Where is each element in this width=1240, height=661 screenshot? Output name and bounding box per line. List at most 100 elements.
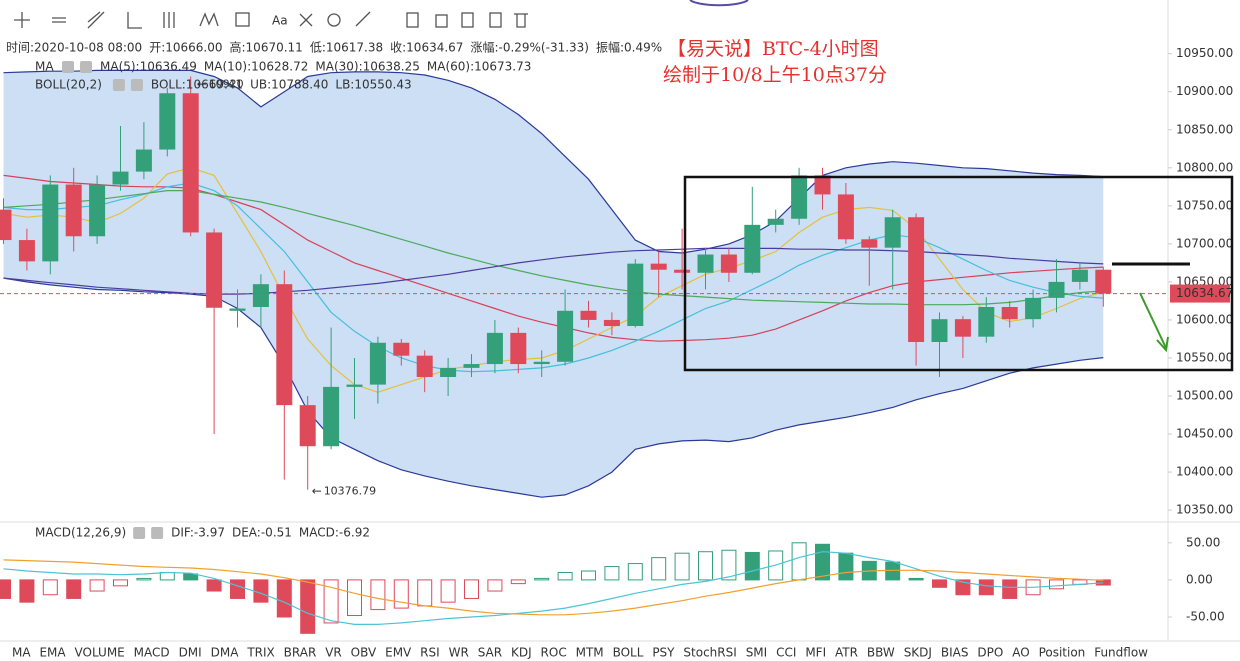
macd-bar xyxy=(627,563,643,581)
last-price-label: 10634.67 xyxy=(1176,286,1233,300)
indicator-tab[interactable]: PSY xyxy=(652,646,675,660)
y-tick-label: 10900.00 xyxy=(1176,84,1233,98)
indicator-tab[interactable]: EMV xyxy=(385,646,412,660)
candle-body xyxy=(416,355,433,377)
boll-title: BOLL(20,2) xyxy=(35,78,102,92)
macd-bar xyxy=(955,579,971,596)
indicator-tab[interactable]: BBW xyxy=(867,646,895,660)
info-value: 10670.11 xyxy=(246,41,303,55)
macd-bar xyxy=(393,579,409,609)
indicator-tab[interactable]: CCI xyxy=(776,646,796,660)
candle-body xyxy=(112,171,129,185)
min-arrow: ← xyxy=(312,484,322,498)
trend-arrow xyxy=(1139,292,1169,353)
macd-bar xyxy=(1002,579,1018,599)
info-value: 0.49% xyxy=(624,41,662,55)
indicator-tab[interactable]: DMA xyxy=(211,646,240,660)
macd-bar xyxy=(744,551,760,581)
candle-body xyxy=(486,332,503,365)
macd-bar xyxy=(300,579,316,634)
legend-item: MA(60):10673.73 xyxy=(427,60,532,74)
top-badge xyxy=(689,0,749,7)
indicator-tab[interactable]: ATR xyxy=(835,646,858,660)
candle-body xyxy=(1025,297,1042,320)
gann-tool[interactable] xyxy=(163,12,175,28)
text-tool[interactable]: Aa xyxy=(272,14,288,28)
max-label: 10920 xyxy=(209,78,244,91)
macd-bar xyxy=(1095,579,1111,586)
close-icon[interactable] xyxy=(130,79,143,91)
indicator-tab[interactable]: DMI xyxy=(179,646,202,660)
indicator-tab[interactable]: MACD xyxy=(134,646,170,660)
macd-bar xyxy=(838,552,854,581)
indicator-tab[interactable]: BOLL xyxy=(613,646,644,660)
macd-bar xyxy=(183,573,199,581)
indicator-tab[interactable]: EMA xyxy=(39,646,66,660)
candle-body xyxy=(533,361,550,365)
icon-tool[interactable] xyxy=(299,13,313,27)
indicator-tab[interactable]: MTM xyxy=(576,646,604,660)
fib-tool[interactable] xyxy=(127,12,142,29)
settings-icon[interactable] xyxy=(62,61,74,73)
candle-body xyxy=(182,93,199,233)
candle-body xyxy=(954,319,971,337)
toolbar: Aa xyxy=(14,11,528,29)
y-tick-label: 50.00 xyxy=(1186,535,1220,549)
info-label: 振幅: xyxy=(596,40,624,55)
indicator-tab[interactable]: AO xyxy=(1012,646,1029,660)
indicator-tab[interactable]: OBV xyxy=(351,646,377,660)
candle-body xyxy=(252,284,269,308)
channel-tool[interactable] xyxy=(87,11,105,29)
close-icon[interactable] xyxy=(151,527,164,539)
crosshair-tool[interactable] xyxy=(14,12,30,28)
indicator-tab[interactable]: DPO xyxy=(977,646,1003,660)
highlight-box xyxy=(683,175,1234,372)
indicator-tab[interactable]: StochRSI xyxy=(683,646,736,660)
indicator-tab[interactable]: WR xyxy=(449,646,469,660)
candle-body xyxy=(884,217,901,248)
indicator-tab[interactable]: MFI xyxy=(805,646,826,660)
indicator-tab[interactable]: VR xyxy=(325,646,342,660)
indicator-tab[interactable]: SMI xyxy=(746,646,768,660)
indicator-tab[interactable]: VOLUME xyxy=(75,646,125,660)
macd-bar xyxy=(0,579,11,599)
annotation-title: 【易天说】BTC-4小时图 xyxy=(667,38,879,60)
close-icon[interactable] xyxy=(80,61,92,73)
lock-tool[interactable] xyxy=(435,14,448,28)
indicator-tab[interactable]: TRIX xyxy=(246,646,274,660)
indicator-tab[interactable]: BIAS xyxy=(941,646,969,660)
indicator-tab[interactable]: RSI xyxy=(420,646,440,660)
eraser-tool[interactable] xyxy=(327,13,341,27)
indicator-tab[interactable]: SAR xyxy=(478,646,502,660)
candle-body xyxy=(510,332,527,365)
y-tick-label: 10750.00 xyxy=(1176,198,1233,212)
pattern-tool[interactable] xyxy=(199,12,219,27)
measure-tool[interactable] xyxy=(235,12,250,27)
macd-bar xyxy=(604,566,620,581)
indicator-tab[interactable]: BRAR xyxy=(284,646,317,660)
indicator-tab[interactable]: MA xyxy=(12,646,31,660)
magnet-tool[interactable] xyxy=(406,12,419,28)
legend-item: DEA:-0.51 xyxy=(232,526,292,540)
settings-icon[interactable] xyxy=(112,79,125,91)
candle-body xyxy=(1001,307,1018,320)
macd-bar xyxy=(651,557,667,581)
indicator-tab[interactable]: KDJ xyxy=(511,646,532,660)
layers-tool[interactable] xyxy=(489,12,502,28)
settings-icon[interactable] xyxy=(133,527,146,539)
annotation-subtitle: 绘制于10/8上午10点37分 xyxy=(663,64,887,86)
candle-body xyxy=(229,308,246,311)
macd-line xyxy=(3,559,1104,616)
line-tool[interactable] xyxy=(52,17,66,23)
info-value: 10617.38 xyxy=(326,41,383,55)
macd-bar xyxy=(464,579,479,599)
indicator-tab[interactable]: Fundflow xyxy=(1094,646,1148,660)
indicator-tab[interactable]: ROC xyxy=(541,646,567,660)
hide-tool[interactable] xyxy=(461,12,474,28)
candle-body xyxy=(603,319,620,327)
ruler-tool[interactable] xyxy=(355,11,371,27)
delete-tool[interactable] xyxy=(514,13,528,28)
indicator-tab[interactable]: Position xyxy=(1039,646,1086,660)
indicator-tab[interactable]: SKDJ xyxy=(904,646,932,660)
